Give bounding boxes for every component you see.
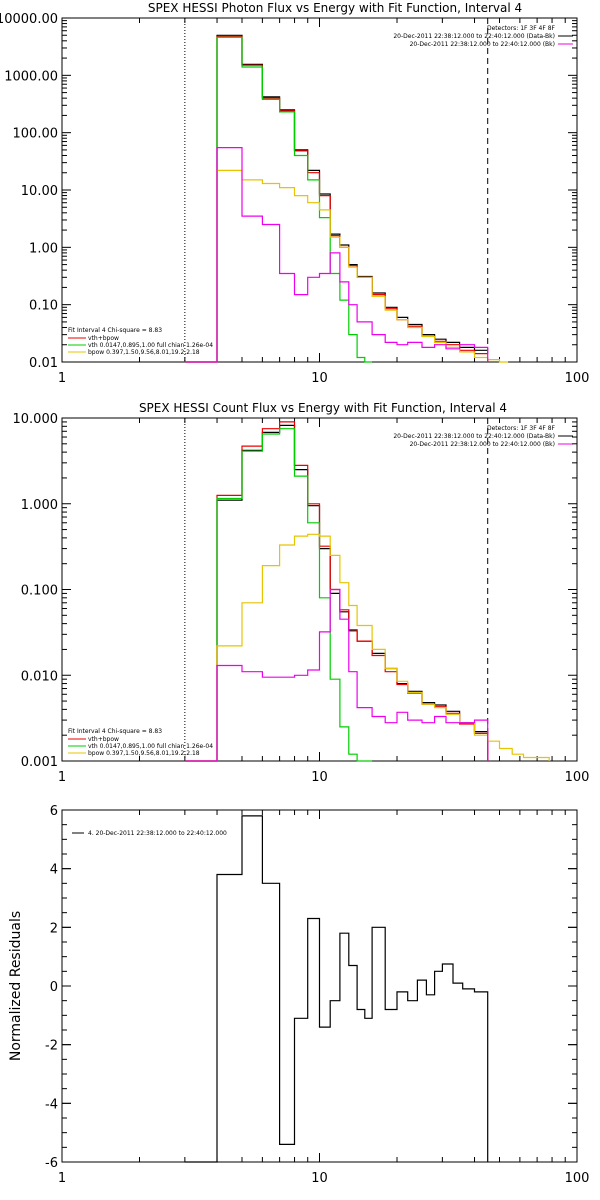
photon-flux-x-ticks [61, 18, 566, 362]
residuals-y-tick-label: -6 [45, 1156, 58, 1171]
count-flux-y-tick-label: 0.010 [21, 669, 58, 684]
photon-flux-fit-vthbpow: vth+bpow [88, 335, 119, 342]
residuals-y-tick-label: -2 [45, 1039, 58, 1054]
count-flux-series-4 [184, 588, 489, 762]
count-flux-series-2 [184, 428, 373, 762]
count-flux-y-tick-label: 0.001 [21, 755, 58, 770]
photon-flux-y-tick-label: 0.01 [29, 356, 58, 371]
count-flux-y-tick-label: 1.000 [21, 498, 58, 513]
residuals-x-tick-label: 100 [565, 1171, 590, 1186]
photon-flux-series-0 [184, 34, 488, 363]
count-flux-fit-legend: Fit Interval 4 Chi-square = 8.83 vth+bpo… [68, 728, 213, 757]
count-flux-x-tick-label: 1 [58, 770, 66, 785]
photon-flux-x-tick-label: 1 [58, 371, 66, 386]
count-flux-x-ticks [61, 418, 566, 761]
residuals-x-tick-label: 1 [58, 1171, 66, 1186]
photon-flux-fit-interval: Fit Interval 4 Chi-square = 8.83 [68, 327, 162, 334]
count-flux-series-1 [184, 421, 489, 762]
photon-flux-x-tick-label: 10 [311, 371, 328, 386]
residuals-y-tick-label: 4 [50, 863, 58, 878]
photon-flux-series-2 [184, 36, 373, 363]
residuals-y-ticks [62, 809, 577, 1163]
count-flux-detectors: Detectors: 1F 3F 4F 8F [487, 425, 556, 432]
residuals-x-tick-label: 10 [311, 1171, 328, 1186]
count-flux-data-bk-label: 20-Dec-2011 22:38:12.000 to 22:40:12.000… [393, 433, 555, 440]
residuals-legend-label: 4. 20-Dec-2011 22:38:12.000 to 22:40:12.… [88, 830, 227, 837]
photon-flux-fit-vth: vth 0.0147,0.895,1.00 full chian 1.26e-0… [88, 342, 213, 349]
photon-flux-series-4 [184, 147, 489, 363]
count-flux-y-tick-label: 10.000 [13, 412, 59, 427]
photon-flux-series-1 [184, 35, 488, 363]
count-flux-y-tick-label: 0.100 [21, 584, 58, 599]
photon-flux-y-tick-label: 1.00 [29, 241, 58, 256]
photon-flux-y-tick-label: 10.00 [21, 184, 58, 199]
residuals-y-tick-label: 6 [50, 804, 58, 819]
residuals-x-ticks [61, 810, 566, 1162]
residuals-panel: Normalized Residuals 4. 20-Dec-2011 22:3… [8, 804, 589, 1186]
photon-flux-data-bk-label: 20-Dec-2011 22:38:12.000 to 22:40:12.000… [393, 33, 555, 40]
count-flux-y-ticks [62, 417, 577, 762]
photon-flux-title: SPEX HESSI Photon Flux vs Energy with Fi… [148, 1, 522, 15]
photon-flux-y-tick-label: 100.00 [13, 127, 59, 142]
count-flux-x-tick-label: 10 [311, 770, 328, 785]
count-flux-series-0 [184, 424, 489, 762]
count-flux-info-box: Detectors: 1F 3F 4F 8F 20-Dec-2011 22:38… [393, 425, 573, 448]
photon-flux-bk-label: 20-Dec-2011 22:38:12.000 to 22:40:12.000… [410, 41, 555, 48]
photon-flux-fit-bpow: bpow 0.397,1.50,9.56,8.01,19.2,2.18 [88, 349, 200, 356]
photon-flux-info-box: Detectors: 1F 3F 4F 8F 20-Dec-2011 22:38… [393, 25, 573, 48]
photon-flux-detectors: Detectors: 1F 3F 4F 8F [487, 25, 556, 32]
count-flux-x-tick-label: 100 [565, 770, 590, 785]
count-flux-fit-interval: Fit Interval 4 Chi-square = 8.83 [68, 728, 162, 735]
residuals-y-tick-label: -4 [45, 1097, 58, 1112]
residuals-y-tick-label: 0 [50, 980, 58, 995]
photon-flux-x-tick-label: 100 [565, 371, 590, 386]
count-flux-fit-vthbpow: vth+bpow [88, 736, 119, 743]
count-flux-series-3 [184, 533, 550, 762]
photon-flux-y-ticks [62, 17, 577, 363]
residuals-y-tick-label: 2 [50, 921, 58, 936]
count-flux-fit-bpow: bpow 0.397,1.50,9.56,8.01,19.2,2.18 [88, 750, 200, 757]
photon-flux-y-tick-label: 1000.00 [4, 69, 58, 84]
residuals-series-0 [184, 815, 489, 1163]
photon-flux-y-tick-label: 10000.00 [0, 12, 58, 27]
count-flux-panel: SPEX HESSI Count Flux vs Energy with Fit… [13, 401, 590, 785]
photon-flux-panel: SPEX HESSI Photon Flux vs Energy with Fi… [0, 1, 589, 386]
count-flux-fit-vth: vth 0.0147,0.895,1.00 full chian 1.26e-0… [88, 743, 213, 750]
photon-flux-series-3 [184, 169, 509, 363]
residuals-y-axis-label: Normalized Residuals [8, 911, 24, 1061]
photon-flux-fit-legend: Fit Interval 4 Chi-square = 8.83 vth+bpo… [68, 327, 213, 356]
count-flux-bk-label: 20-Dec-2011 22:38:12.000 to 22:40:12.000… [410, 441, 555, 448]
count-flux-title: SPEX HESSI Count Flux vs Energy with Fit… [139, 401, 507, 415]
photon-flux-y-tick-label: 0.10 [29, 299, 58, 314]
